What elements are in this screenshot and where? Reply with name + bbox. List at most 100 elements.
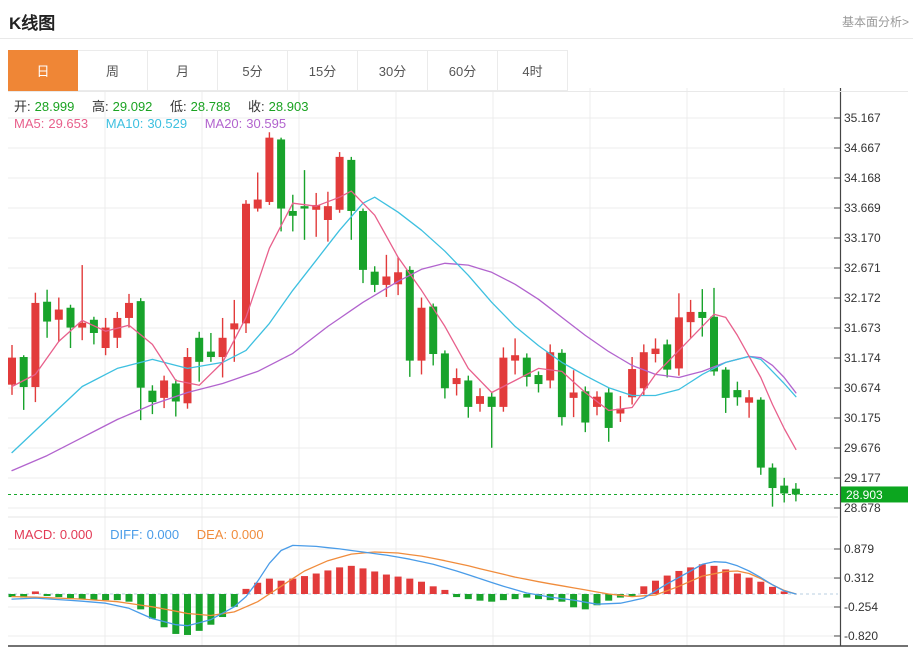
candle-body[interactable] — [534, 375, 543, 385]
candle-body[interactable] — [581, 391, 590, 423]
tab-4hour[interactable]: 4时 — [498, 50, 568, 91]
candle-body[interactable] — [464, 380, 473, 407]
candle-body[interactable] — [698, 311, 707, 318]
candle-body[interactable] — [370, 271, 379, 285]
candle-body[interactable] — [721, 369, 730, 398]
candle-body[interactable] — [663, 344, 672, 370]
macd-bar[interactable] — [605, 594, 613, 601]
macd-bar[interactable] — [265, 578, 273, 594]
macd-bar[interactable] — [698, 564, 706, 594]
candle-body[interactable] — [394, 272, 403, 285]
candle-body[interactable] — [347, 159, 356, 211]
candle-body[interactable] — [218, 337, 227, 358]
candle-body[interactable] — [195, 337, 204, 362]
macd-bar[interactable] — [301, 576, 308, 594]
macd-bar[interactable] — [67, 594, 74, 599]
candle-body[interactable] — [628, 369, 637, 398]
macd-bar[interactable] — [382, 574, 390, 594]
candle-body[interactable] — [31, 302, 40, 388]
macd-bar[interactable] — [722, 569, 730, 594]
candle-body[interactable] — [768, 467, 777, 489]
macd-bar[interactable] — [219, 594, 227, 618]
macd-bar[interactable] — [441, 589, 449, 594]
macd-bar[interactable] — [359, 568, 367, 594]
macd-bar[interactable] — [43, 594, 51, 597]
tab-15min[interactable]: 15分 — [288, 50, 358, 91]
macd-bar[interactable] — [593, 594, 601, 606]
candle-body[interactable] — [43, 301, 52, 322]
macd-bar[interactable] — [663, 575, 671, 594]
macd-bar[interactable] — [535, 594, 542, 600]
candle-body[interactable] — [791, 488, 800, 495]
candle-body[interactable] — [710, 316, 718, 372]
tab-60min[interactable]: 60分 — [428, 50, 498, 91]
macd-bar[interactable] — [511, 594, 519, 600]
candle-body[interactable] — [616, 408, 625, 414]
candle-body[interactable] — [335, 156, 344, 210]
candle-body[interactable] — [499, 357, 508, 407]
macd-bar[interactable] — [453, 594, 461, 598]
candle-body[interactable] — [569, 392, 578, 398]
candle-body[interactable] — [230, 323, 239, 330]
candle-body[interactable] — [312, 204, 321, 210]
candle-body[interactable] — [359, 210, 367, 270]
macd-bar[interactable] — [488, 594, 496, 602]
macd-bar[interactable] — [780, 591, 788, 594]
macd-bar[interactable] — [195, 594, 203, 631]
macd-bar[interactable] — [102, 594, 110, 601]
candle-body[interactable] — [557, 352, 566, 418]
macd-bar[interactable] — [347, 565, 355, 594]
candle-body[interactable] — [101, 327, 110, 349]
candle-body[interactable] — [745, 397, 754, 403]
macd-bar[interactable] — [230, 594, 238, 607]
macd-bar[interactable] — [277, 580, 285, 594]
macd-bar[interactable] — [137, 594, 145, 610]
candle-body[interactable] — [253, 199, 262, 209]
candle-body[interactable] — [452, 378, 461, 385]
candle-body[interactable] — [8, 357, 16, 385]
macd-bar[interactable] — [324, 570, 332, 594]
macd-bar[interactable] — [371, 571, 379, 594]
tab-week[interactable]: 周 — [78, 50, 148, 91]
tab-month[interactable]: 月 — [148, 50, 218, 91]
candle-body[interactable] — [78, 322, 87, 328]
macd-bar[interactable] — [336, 567, 344, 594]
candle-body[interactable] — [686, 311, 695, 323]
macd-bar[interactable] — [628, 594, 636, 597]
candle-body[interactable] — [288, 210, 297, 216]
candle-body[interactable] — [125, 302, 133, 318]
candle-body[interactable] — [674, 317, 683, 369]
macd-bar[interactable] — [418, 581, 425, 594]
candle-body[interactable] — [265, 137, 274, 202]
candle-body[interactable] — [242, 203, 250, 324]
candle-body[interactable] — [405, 269, 414, 361]
macd-bar[interactable] — [90, 594, 98, 600]
fundamental-analysis-link[interactable]: 基本面分析> — [841, 15, 909, 29]
candle-body[interactable] — [522, 357, 531, 377]
macd-bar[interactable] — [289, 578, 297, 594]
candle-body[interactable] — [756, 399, 765, 468]
macd-bar[interactable] — [429, 586, 437, 594]
candle-body[interactable] — [300, 206, 309, 209]
candle-body[interactable] — [277, 139, 286, 209]
macd-histogram[interactable] — [8, 564, 788, 635]
macd-bar[interactable] — [20, 594, 28, 598]
macd-bar[interactable] — [558, 594, 566, 602]
macd-bar[interactable] — [184, 594, 191, 635]
candle-body[interactable] — [429, 306, 438, 355]
macd-bar[interactable] — [640, 586, 648, 594]
macd-bar[interactable] — [125, 594, 133, 602]
macd-bar[interactable] — [523, 594, 531, 598]
candle-body[interactable] — [382, 276, 391, 285]
tab-30min[interactable]: 30分 — [358, 50, 428, 91]
candle-body[interactable] — [171, 383, 180, 402]
macd-bar[interactable] — [733, 573, 741, 594]
macd-bar[interactable] — [464, 594, 472, 600]
macd-bar[interactable] — [652, 580, 659, 594]
macd-bar[interactable] — [55, 594, 63, 598]
candle-series[interactable] — [8, 132, 800, 507]
candle-body[interactable] — [440, 353, 449, 389]
tab-5min[interactable]: 5分 — [218, 50, 288, 91]
candle-body[interactable] — [136, 301, 145, 388]
candle-body[interactable] — [780, 485, 789, 494]
